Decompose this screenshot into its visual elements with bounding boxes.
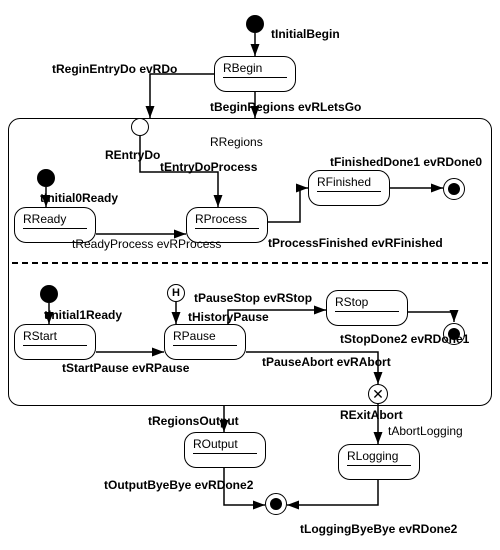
initial-1 — [40, 285, 58, 303]
initial-0 — [37, 169, 55, 187]
state-label: RStop — [335, 295, 399, 312]
state-label: RPause — [173, 329, 237, 346]
entry-do-point — [131, 118, 149, 136]
exit-abort-point: ✕ — [368, 384, 388, 404]
state-label: RProcess — [195, 212, 259, 229]
lbl-rentrydo: REntryDo — [105, 148, 160, 162]
state-label: ROutput — [193, 437, 257, 454]
final-0 — [443, 178, 465, 200]
lbl-history-pause: tHistoryPause — [188, 310, 269, 324]
lbl-initial0-ready: tInitial0Ready — [40, 191, 118, 205]
state-routput: ROutput — [184, 432, 266, 468]
lbl-rregions: RRegions — [210, 135, 263, 149]
state-label: RReady — [23, 212, 87, 229]
state-rlogging: RLogging — [338, 444, 420, 480]
state-rstart: RStart — [14, 324, 96, 360]
lbl-regin-entrydo: tReginEntryDo evRDo — [52, 62, 177, 76]
lbl-abort-logging: tAbortLogging — [388, 424, 463, 438]
state-label: RFinished — [317, 175, 381, 192]
lbl-start-pause: tStartPause evRPause — [62, 361, 189, 375]
lbl-initial-begin: tInitialBegin — [271, 27, 340, 41]
lbl-stop-done2: tStopDone2 evRDone1 — [340, 332, 469, 346]
lbl-pause-abort: tPauseAbort evRAbort — [262, 355, 391, 369]
lbl-ready-process: tReadyProcess evRProcess — [72, 237, 221, 251]
state-label: RLogging — [347, 449, 411, 466]
lbl-regions-output: tRegionsOutput — [148, 414, 239, 428]
final-bottom — [265, 493, 287, 515]
lbl-logging-byebye: tLoggingByeBye evRDone2 — [300, 522, 457, 536]
region-separator — [12, 262, 488, 264]
lbl-initial1-ready: tInitial1Ready — [44, 308, 122, 322]
lbl-process-finished: tProcessFinished evRFinished — [268, 236, 443, 250]
history-point: H — [167, 284, 185, 302]
lbl-rexitabort: RExitAbort — [340, 408, 403, 422]
state-label: RBegin — [223, 61, 287, 78]
state-rpause: RPause — [164, 324, 246, 360]
lbl-output-byebye: tOutputByeBye evRDone2 — [104, 478, 253, 492]
initial-begin — [246, 15, 264, 33]
lbl-pause-stop: tPauseStop evRStop — [194, 291, 312, 305]
state-rbegin: RBegin — [214, 56, 296, 92]
lbl-entrydo-process: tEntryDoProcess — [160, 160, 257, 174]
state-label: RStart — [23, 329, 87, 346]
lbl-begin-regions: tBeginRegions evRLetsGo — [210, 100, 361, 114]
lbl-finished-done1: tFinishedDone1 evRDone0 — [330, 155, 482, 169]
state-rstop: RStop — [326, 290, 408, 326]
state-rfinished: RFinished — [308, 170, 390, 206]
